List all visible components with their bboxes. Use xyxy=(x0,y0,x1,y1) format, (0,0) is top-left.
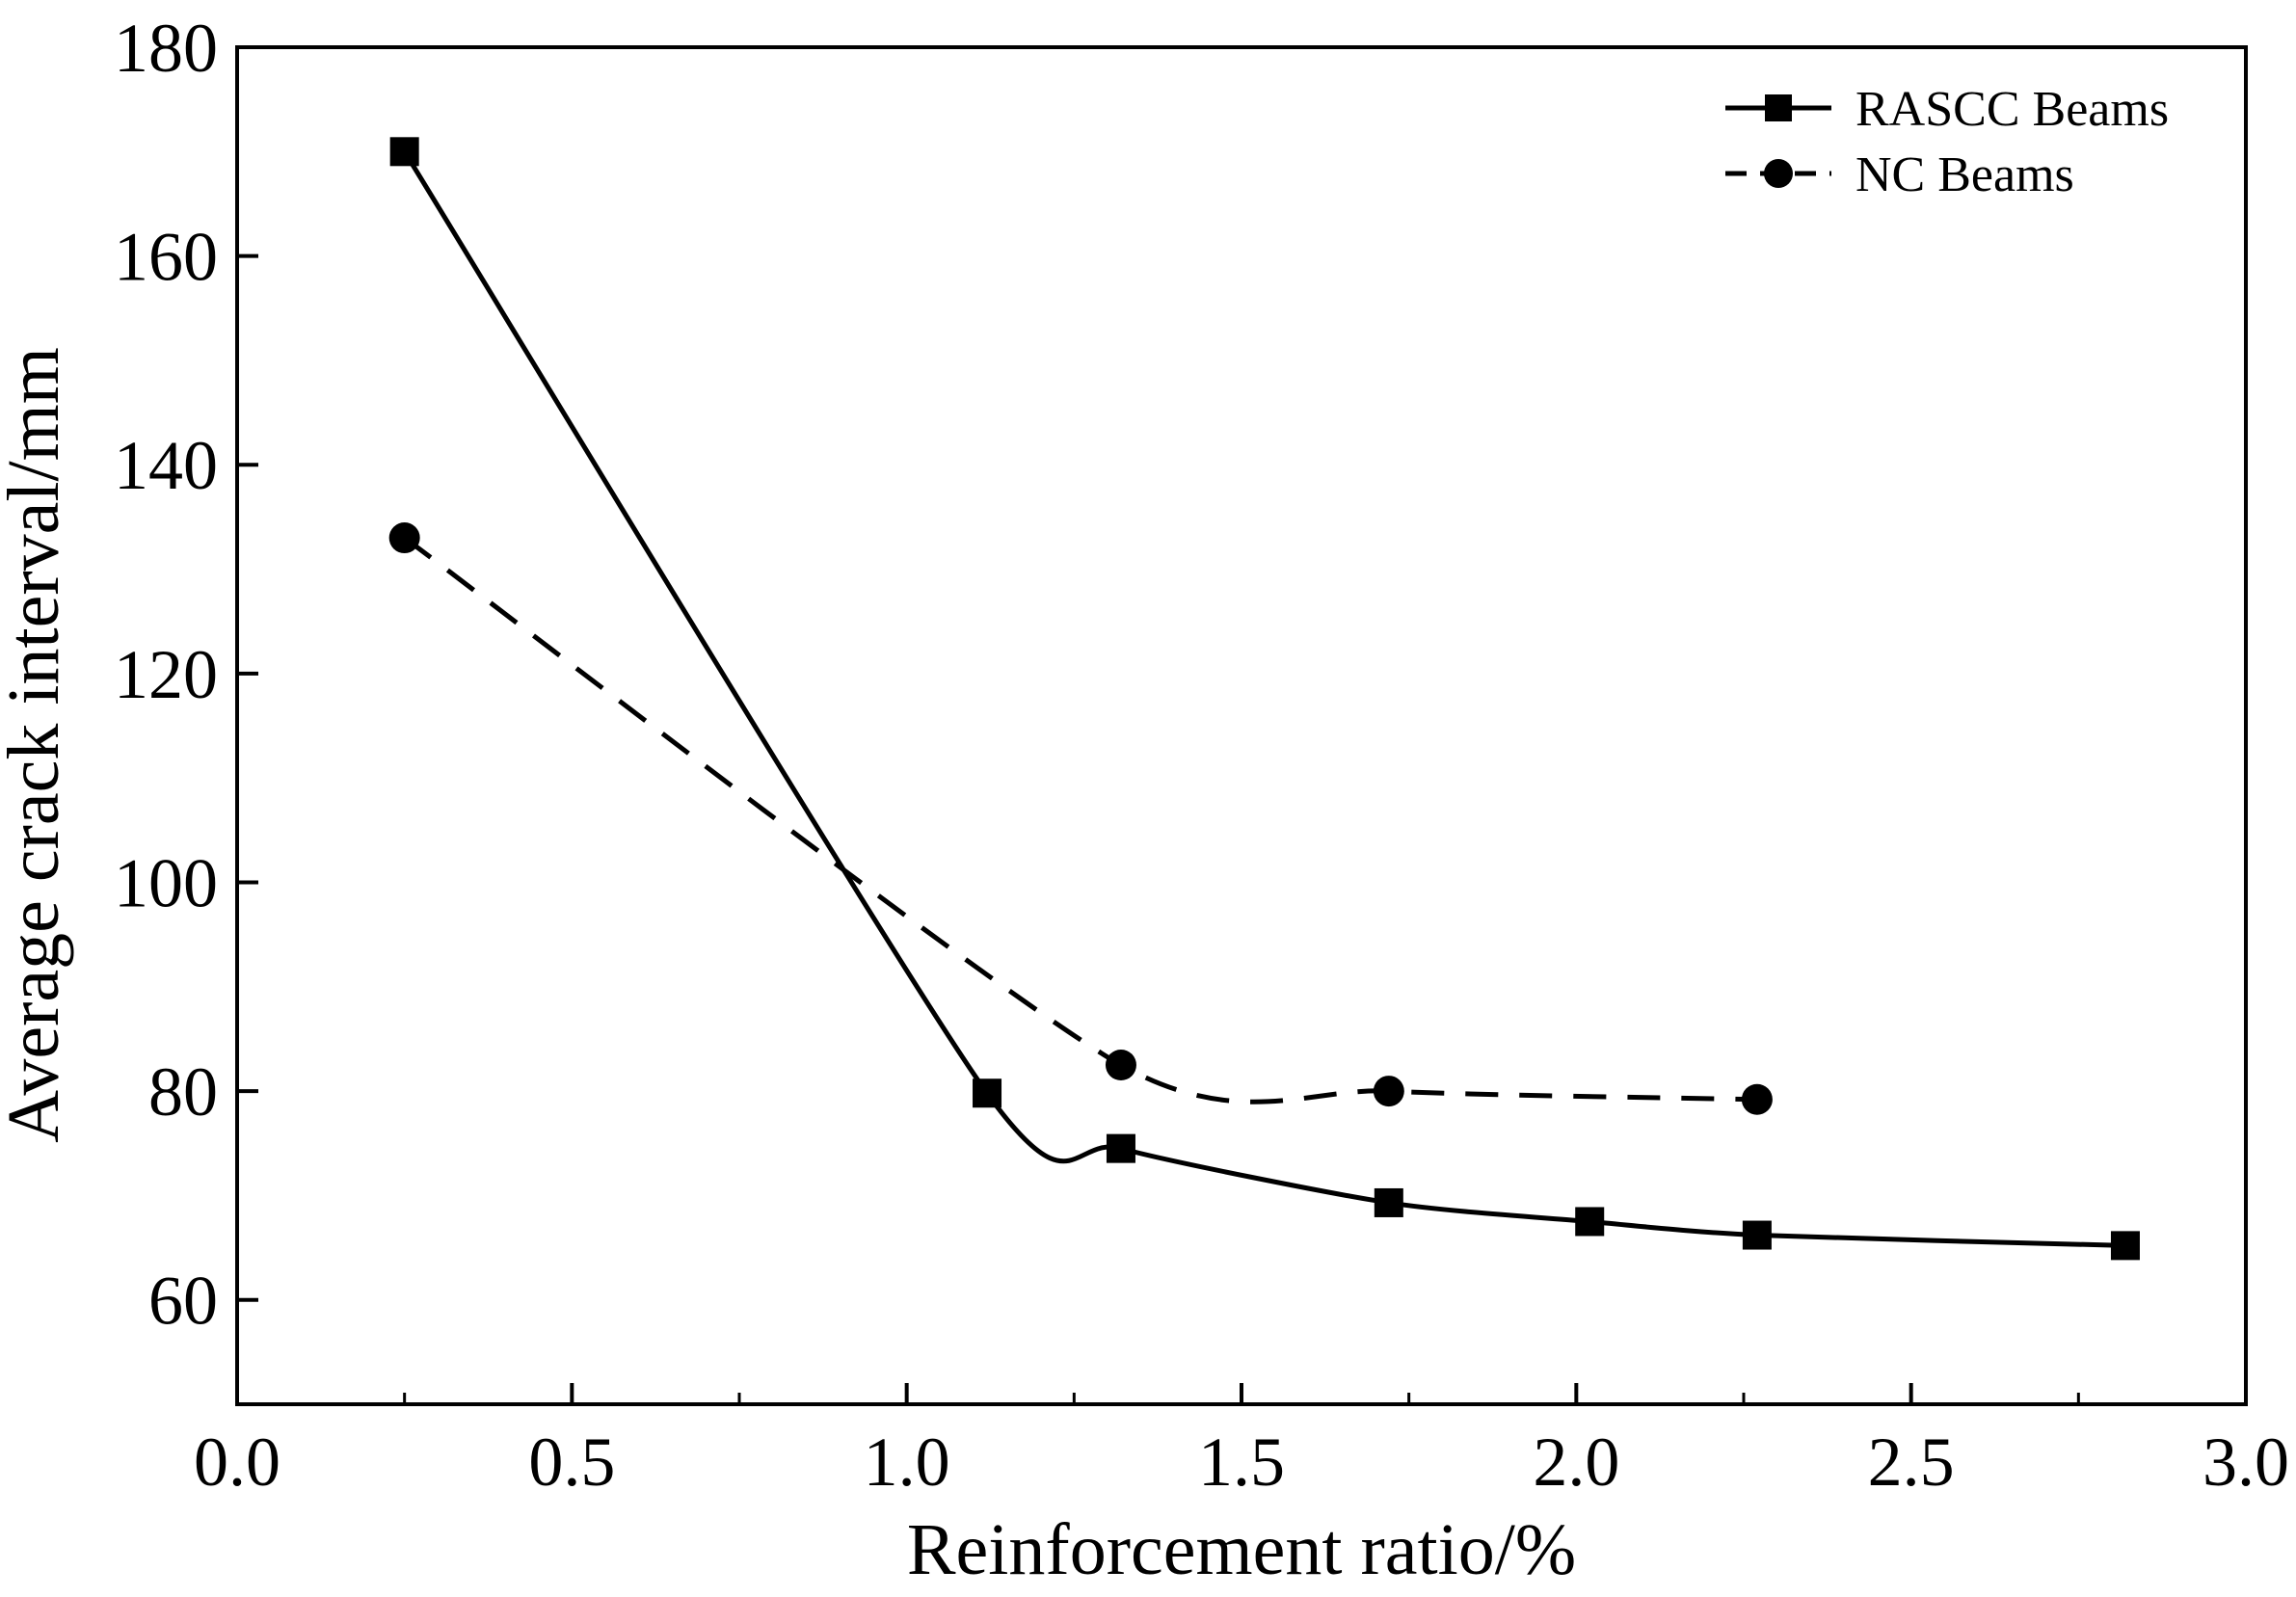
y-tick-label: 160 xyxy=(114,219,218,296)
x-tick-label: 3.0 xyxy=(2203,1424,2289,1501)
x-tick-label: 2.0 xyxy=(1533,1424,1619,1501)
data-point-rascc-beams xyxy=(973,1078,1002,1108)
y-tick-label: 80 xyxy=(148,1053,218,1131)
x-tick-label: 0.5 xyxy=(528,1424,615,1501)
data-point-rascc-beams xyxy=(2110,1231,2140,1261)
data-point-rascc-beams xyxy=(389,137,419,167)
plot-area-frame xyxy=(235,45,2248,1406)
data-point-rascc-beams xyxy=(1374,1187,1403,1217)
series-layer xyxy=(388,137,2140,1261)
y-axis-label: Average crack interval/mm xyxy=(0,347,74,1143)
y-axis-ticks: 60 80 100 120 140 160 180 xyxy=(114,10,258,1406)
data-point-rascc-beams xyxy=(1106,1133,1135,1163)
data-point-nc-beams xyxy=(1741,1083,1773,1115)
legend-label-rascc-beams: RASCC Beams xyxy=(1855,82,2169,137)
legend: RASCC Beams NC Beams xyxy=(1725,82,2169,202)
y-tick-label: 140 xyxy=(114,427,218,504)
x-tick-label: 0.0 xyxy=(194,1424,280,1501)
series-line-nc-beams xyxy=(403,536,1757,1105)
y-tick-label: 100 xyxy=(114,844,218,921)
series-line-rascc-beams xyxy=(402,149,2126,1248)
data-point-rascc-beams xyxy=(1575,1207,1605,1237)
y-tick-label: 180 xyxy=(114,10,218,87)
data-point-rascc-beams xyxy=(1742,1220,1772,1250)
data-point-nc-beams xyxy=(388,522,420,554)
data-point-nc-beams xyxy=(1373,1076,1404,1107)
x-axis-label: Reinforcement ratio/% xyxy=(907,1509,1576,1590)
x-tick-label: 1.0 xyxy=(864,1424,950,1501)
legend-label-nc-beams: NC Beams xyxy=(1855,147,2074,202)
data-point-nc-beams xyxy=(1105,1050,1136,1080)
legend-marker-nc-beams xyxy=(1764,159,1793,188)
y-tick-label: 60 xyxy=(148,1263,218,1340)
y-tick-label: 120 xyxy=(114,636,218,713)
legend-marker-rascc-beams xyxy=(1765,94,1792,121)
x-tick-label: 1.5 xyxy=(1198,1424,1285,1501)
x-axis-ticks: 0.0 0.5 1.0 1.5 2.0 2.5 3.0 xyxy=(194,1383,2289,1501)
x-tick-label: 2.5 xyxy=(1868,1424,1955,1501)
